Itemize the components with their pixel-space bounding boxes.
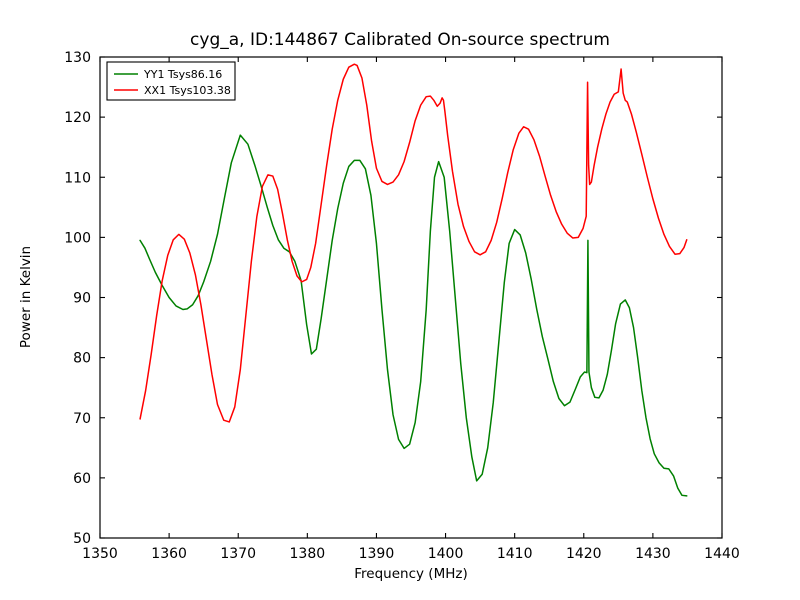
y-tick-label: 130 [64,50,91,66]
x-tick-label: 1390 [359,546,395,562]
y-tick-label: 100 [64,230,91,246]
y-tick-label: 50 [73,531,91,547]
y-tick-label: 60 [73,471,91,487]
legend[interactable]: YY1 Tsys86.16 XX1 Tsys103.38 [106,61,236,101]
series-line-1 [139,134,688,497]
y-tick-label: 110 [64,170,91,186]
x-tick-label: 1400 [428,546,464,562]
x-tick-label: 1430 [635,546,671,562]
axes-group: 1350 1360 1370 1380 1390 1400 1410 1420 1430 1440… [64,50,740,562]
legend-label-1: YY1 Tsys86.16 [143,68,222,81]
x-tick-label: 1360 [151,546,187,562]
y-tick-label: 120 [64,110,91,126]
x-tick-label: 1370 [220,546,256,562]
y-tick-label: 80 [73,351,91,367]
x-tick-label: 1350 [82,546,118,562]
x-axis-label: Frequency (MHz) [354,566,467,582]
x-tick-label: 1380 [290,546,326,562]
x-tick-label: 1410 [497,546,533,562]
y-tick-label: 90 [73,291,91,307]
page-title: cyg_a, ID:144867 Calibrated On-source sp… [190,30,610,50]
series-line-2 [139,63,688,423]
x-tick-label: 1420 [566,546,602,562]
y-tick-label: 70 [73,411,91,427]
y-axis-label: Power in Kelvin [18,246,34,348]
series-group [139,63,688,497]
x-tick-label: 1440 [704,546,740,562]
legend-label-2: XX1 Tsys103.38 [144,84,231,97]
